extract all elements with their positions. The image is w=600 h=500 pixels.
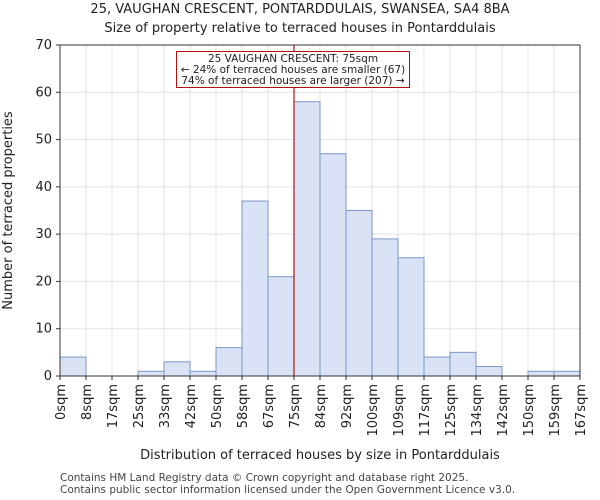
histogram-bar (163, 361, 191, 377)
histogram-bar (215, 347, 243, 377)
x-tick-label: 100sqm (366, 384, 381, 437)
histogram-bar (137, 370, 165, 377)
y-tick-label: 40 (35, 180, 52, 195)
x-tick-label: 42sqm (184, 384, 199, 428)
x-tick-label: 109sqm (392, 384, 407, 437)
x-tick-label: 167sqm (574, 384, 589, 437)
y-tick-label: 30 (35, 227, 52, 242)
histogram-bar (449, 351, 477, 377)
annotation-line-1: 25 VAUGHAN CRESCENT: 75sqm (207, 53, 379, 65)
histogram-bar (267, 276, 295, 377)
histogram-bar (371, 238, 399, 377)
histogram-bar (527, 370, 555, 377)
x-tick-label: 75sqm (288, 384, 303, 428)
x-tick-label: 0sqm (54, 384, 69, 420)
x-tick-label: 125sqm (444, 384, 459, 437)
y-tick-label: 60 (35, 85, 52, 100)
x-tick-label: 84sqm (314, 384, 329, 428)
x-tick-label: 58sqm (236, 384, 251, 428)
histogram-bar (241, 200, 269, 377)
footer-line-2: Contains public sector information licen… (60, 484, 516, 496)
x-tick-label: 150sqm (522, 384, 537, 437)
annotation-line-3: 74% of terraced houses are larger (207) … (181, 75, 405, 87)
histogram-bar (293, 101, 321, 377)
x-tick-label: 159sqm (548, 384, 563, 437)
chart-title: 25, VAUGHAN CRESCENT, PONTARDDULAIS, SWA… (90, 2, 510, 17)
x-tick-label: 33sqm (158, 384, 173, 428)
x-tick-label: 8sqm (80, 384, 95, 420)
histogram-bar (475, 366, 503, 377)
histogram-bar (319, 153, 347, 377)
x-tick-label: 25sqm (132, 384, 147, 428)
footer-line-1: Contains HM Land Registry data © Crown c… (60, 472, 469, 484)
annotation-line-2: ← 24% of terraced houses are smaller (67… (180, 64, 406, 76)
histogram-bar (423, 356, 451, 377)
y-tick-label: 20 (35, 274, 52, 289)
chart-subtitle: Size of property relative to terraced ho… (104, 21, 496, 36)
histogram-bar (345, 210, 373, 377)
x-tick-label: 92sqm (340, 384, 355, 428)
y-tick-label: 0 (44, 369, 52, 384)
y-tick-label: 10 (35, 322, 52, 337)
y-tick-label: 70 (35, 38, 52, 53)
property-annotation-box: 25 VAUGHAN CRESCENT: 75sqm ← 24% of terr… (176, 51, 410, 88)
histogram-bar (553, 370, 581, 377)
x-tick-label: 142sqm (496, 384, 511, 437)
y-axis-label: Number of terraced properties (1, 111, 16, 310)
histogram-bar (397, 257, 425, 377)
x-axis-label: Distribution of terraced houses by size … (140, 448, 500, 463)
histogram-bar (189, 370, 217, 377)
x-tick-label: 134sqm (470, 384, 485, 437)
y-tick-label: 50 (35, 133, 52, 148)
x-tick-label: 17sqm (106, 384, 121, 428)
x-tick-label: 67sqm (262, 384, 277, 428)
x-tick-label: 117sqm (418, 384, 433, 437)
histogram-bar (59, 356, 87, 377)
x-tick-label: 50sqm (210, 384, 225, 428)
